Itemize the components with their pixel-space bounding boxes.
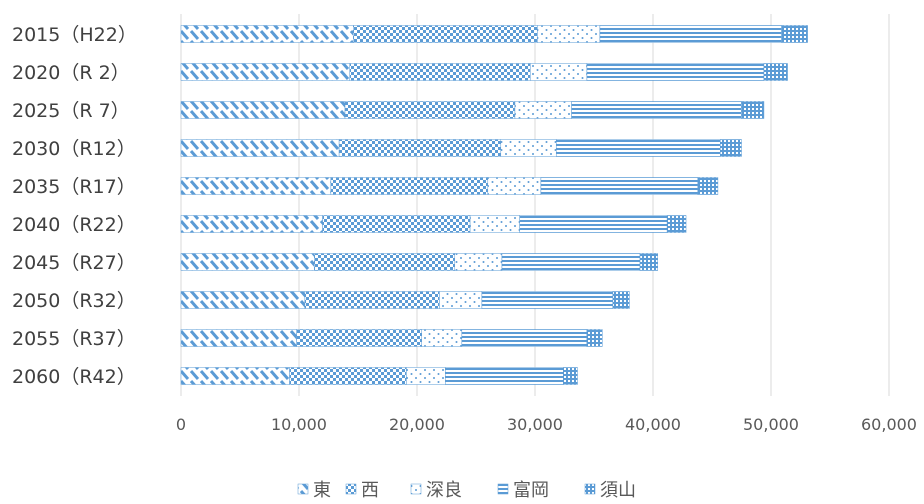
- bar-segment: [454, 253, 503, 271]
- bar-segment: [314, 253, 456, 271]
- bar-segment: [586, 329, 603, 347]
- bar-segment: [289, 367, 407, 385]
- bar-segment: [763, 63, 788, 81]
- legend-swatch: [584, 483, 596, 495]
- legend-label: 富岡: [513, 480, 549, 501]
- bar-segment: [445, 367, 564, 385]
- bar-segment: [519, 215, 668, 233]
- x-tick-label: 40,000: [625, 415, 681, 434]
- bar-segment: [304, 291, 440, 309]
- bar-segment: [180, 215, 323, 233]
- bar-segment: [599, 25, 782, 43]
- legend-swatch: [345, 483, 357, 495]
- bar-segment: [666, 215, 687, 233]
- category-label: 2025（R 7）: [12, 100, 130, 122]
- category-label: 2040（R22）: [12, 214, 136, 236]
- bar-segment: [180, 139, 340, 157]
- category-label: 2060（R42）: [12, 366, 136, 388]
- bar-segment: [180, 177, 332, 195]
- bar-segment: [180, 291, 306, 309]
- bar-segment: [487, 177, 542, 195]
- bar-segment: [481, 291, 614, 309]
- category-label: 2030（R12）: [12, 138, 136, 160]
- bar-segment: [555, 139, 721, 157]
- legend-label: 東: [313, 480, 331, 501]
- value-axis-labels: 0 10,000 20,000 30,000 40,000 50,000 60,000: [176, 415, 917, 434]
- bar-segment: [296, 329, 422, 347]
- bar-segment: [439, 291, 483, 309]
- bar-segment: [612, 291, 630, 309]
- category-axis-labels: 2015（H22） 2020（R 2） 2025（R 7） 2030（R12） 2035…: [12, 24, 137, 388]
- bar-segment: [322, 215, 471, 233]
- bar-segment: [180, 329, 297, 347]
- bar-segment: [180, 101, 346, 119]
- bar-segment: [514, 101, 572, 119]
- legend-label: 西: [361, 480, 379, 501]
- bar-segment: [537, 25, 601, 43]
- x-tick-label: 60,000: [861, 415, 917, 434]
- x-tick-label: 10,000: [271, 415, 327, 434]
- bar-segment: [639, 253, 658, 271]
- x-tick-label: 50,000: [743, 415, 799, 434]
- bar-segment: [469, 215, 520, 233]
- bar-segment: [180, 63, 350, 81]
- category-label: 2015（H22）: [12, 24, 137, 46]
- bar-segment: [501, 253, 641, 271]
- legend-swatch: [410, 483, 422, 495]
- bar-segment: [338, 139, 502, 157]
- legend-swatch: [297, 483, 309, 495]
- bar-segment: [461, 329, 588, 347]
- legend-label: 須山: [600, 480, 636, 501]
- category-label: 2020（R 2）: [12, 62, 130, 84]
- bar-segment: [586, 63, 765, 81]
- bar-segment: [344, 101, 516, 119]
- bar-segment: [406, 367, 446, 385]
- legend-label: 深良: [426, 480, 462, 501]
- bar-segment: [530, 63, 588, 81]
- x-tick-label: 30,000: [507, 415, 563, 434]
- bar-segment: [330, 177, 489, 195]
- bar-segment: [781, 25, 808, 43]
- bar-segment: [741, 101, 765, 119]
- bar-segment: [720, 139, 742, 157]
- legend-swatch: [497, 483, 509, 495]
- bar-segment: [180, 253, 315, 271]
- bar-segment: [697, 177, 719, 195]
- bar-segment: [180, 367, 290, 385]
- bar-segment: [571, 101, 742, 119]
- bar-segment: [500, 139, 557, 157]
- category-label: 2055（R37）: [12, 328, 136, 350]
- category-label: 2035（R17）: [12, 176, 136, 198]
- legend: 東 西 深良 富岡 須山: [297, 480, 636, 501]
- bar-segment: [180, 25, 354, 43]
- bar-segment: [540, 177, 699, 195]
- x-tick-label: 20,000: [389, 415, 445, 434]
- bar-segment: [349, 63, 531, 81]
- category-label: 2050（R32）: [12, 290, 136, 312]
- bar-segment: [353, 25, 538, 43]
- bars: [180, 25, 808, 385]
- bar-segment: [421, 329, 463, 347]
- bar-segment: [563, 367, 578, 385]
- x-tick-label: 0: [176, 415, 186, 434]
- category-label: 2045（R27）: [12, 252, 136, 274]
